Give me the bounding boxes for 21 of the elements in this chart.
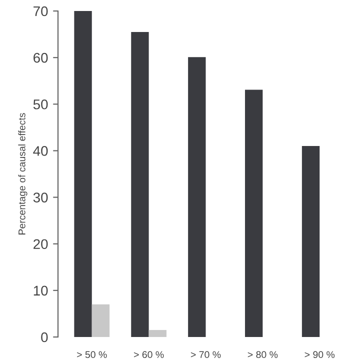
y-tick-label: 30 (33, 192, 48, 202)
x-tick-label: > 50 % (77, 351, 107, 358)
y-axis-title: Percentage of causal effects (18, 113, 28, 234)
x-tick-label: > 80 % (248, 351, 278, 358)
y-tick-label: 0 (41, 332, 48, 342)
y-tick-label: 10 (34, 286, 48, 296)
bar (131, 32, 149, 337)
x-tick-label: > 70 % (190, 351, 221, 358)
bar (302, 146, 320, 337)
y-tick-label: 50 (33, 99, 48, 110)
bar (188, 57, 206, 337)
y-tick-label: 60 (34, 52, 48, 63)
y-tick-label: 70 (34, 6, 48, 16)
bar (92, 304, 110, 337)
bar (74, 11, 92, 337)
bar (245, 90, 263, 337)
x-tick-label: > 60 % (134, 351, 164, 358)
y-tick-label: 40 (33, 146, 48, 156)
x-tick-label: > 90 % (304, 351, 335, 358)
y-tick-label: 20 (34, 239, 48, 250)
bar (148, 330, 166, 337)
